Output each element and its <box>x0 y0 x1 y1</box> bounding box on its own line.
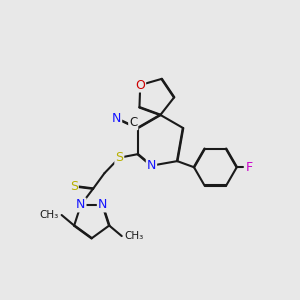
Text: CH₃: CH₃ <box>39 210 59 220</box>
Text: S: S <box>70 180 78 193</box>
Text: S: S <box>115 151 123 164</box>
Text: CH₃: CH₃ <box>125 231 144 241</box>
Text: N: N <box>112 112 121 125</box>
Text: N: N <box>147 159 156 172</box>
Text: N: N <box>98 198 107 212</box>
Text: F: F <box>246 161 253 174</box>
Text: O: O <box>135 79 145 92</box>
Text: N: N <box>76 198 86 212</box>
Text: C: C <box>129 116 137 129</box>
